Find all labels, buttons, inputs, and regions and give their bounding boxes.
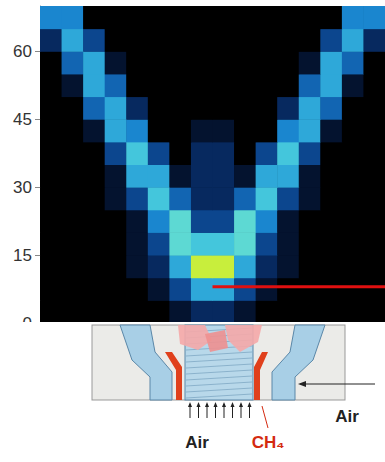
svg-text:Air: Air	[335, 407, 359, 426]
svg-text:60: 60	[13, 42, 32, 61]
svg-text:CH₄: CH₄	[252, 433, 285, 452]
svg-text:15: 15	[13, 246, 32, 265]
svg-text:45: 45	[13, 110, 32, 129]
svg-text:Air: Air	[185, 433, 209, 452]
svg-text:30: 30	[13, 178, 32, 197]
